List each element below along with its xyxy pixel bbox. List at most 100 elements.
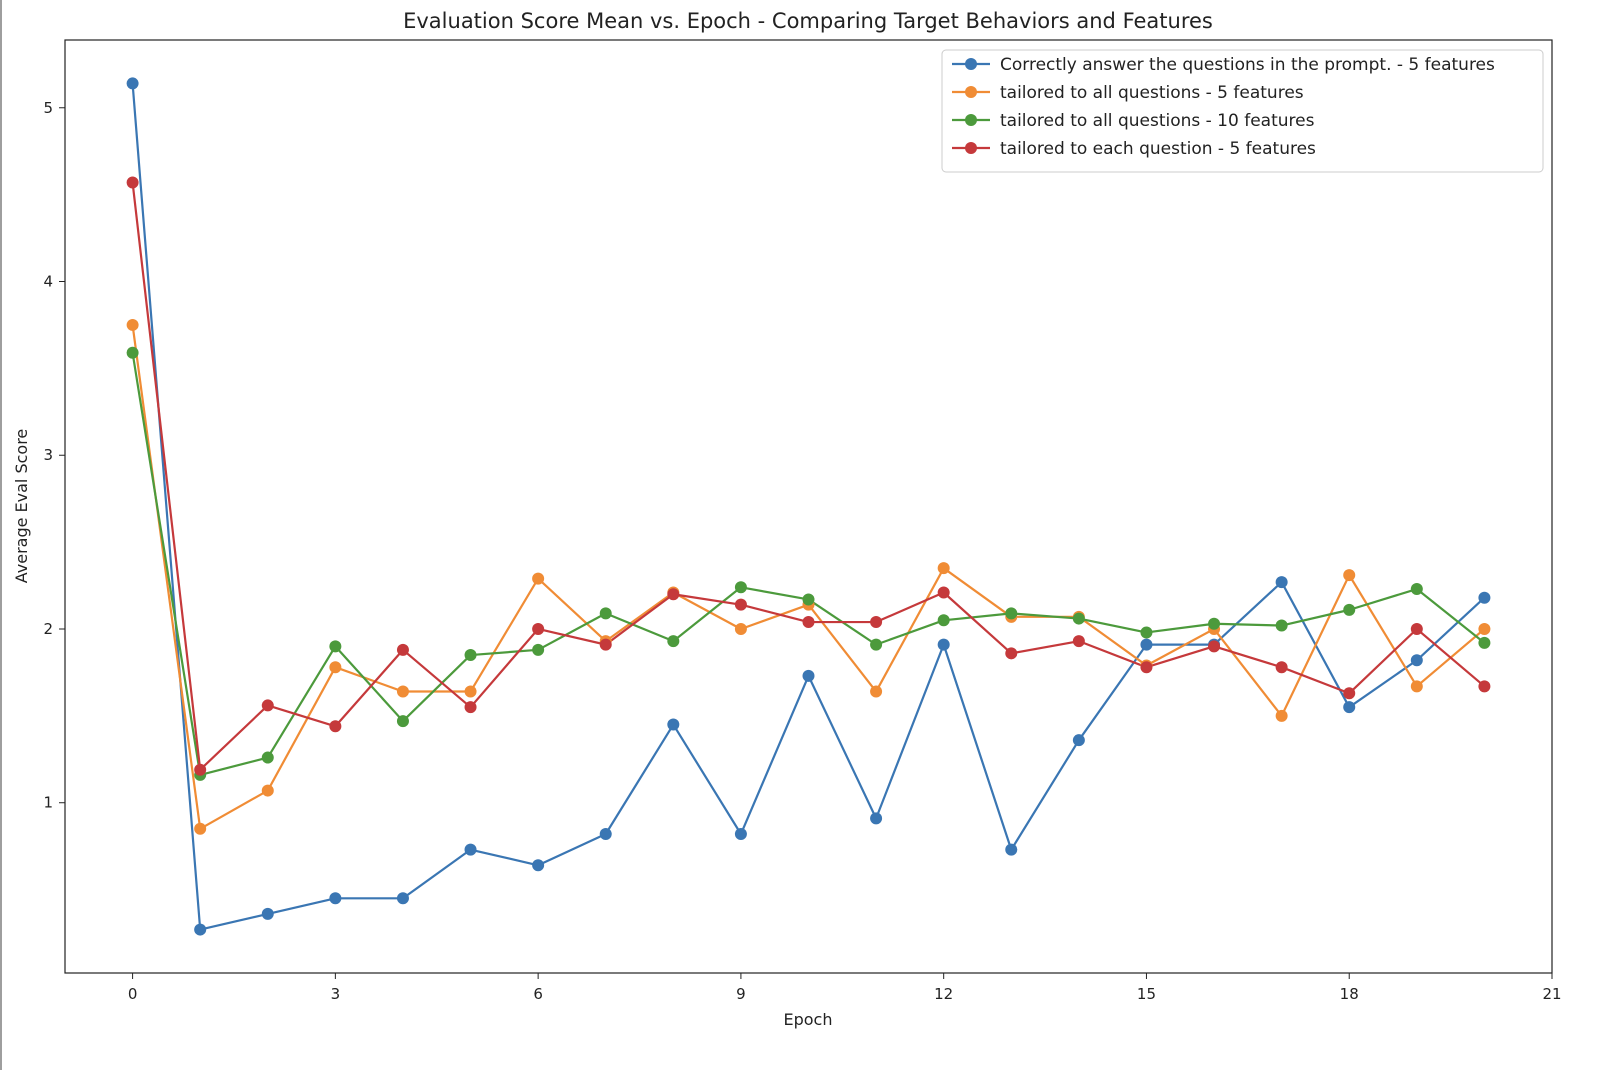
data-point	[599, 607, 612, 620]
data-point	[194, 923, 207, 936]
data-point	[1478, 622, 1491, 635]
data-point	[937, 614, 950, 627]
x-tick-label: 3	[331, 985, 341, 1003]
data-point	[937, 562, 950, 575]
data-point	[1005, 843, 1018, 856]
legend-marker	[965, 86, 977, 98]
legend-box	[941, 49, 1544, 173]
y-tick-label: 5	[43, 99, 53, 117]
data-point	[126, 318, 139, 331]
x-tick-label: 18	[1340, 985, 1359, 1003]
data-point	[870, 638, 883, 651]
data-point	[329, 720, 342, 733]
data-point	[1478, 591, 1491, 604]
legend-marker	[965, 114, 977, 126]
data-point	[937, 586, 950, 599]
x-axis-label: Epoch	[784, 1010, 833, 1029]
data-point	[1208, 617, 1221, 630]
data-point	[126, 176, 139, 189]
data-point	[667, 718, 680, 731]
data-point	[734, 581, 747, 594]
data-point	[870, 616, 883, 629]
data-point	[1275, 661, 1288, 674]
legend-label: tailored to each question - 5 features	[1000, 139, 1316, 159]
data-point	[1140, 661, 1153, 674]
legend-label: tailored to all questions - 5 features	[1000, 83, 1304, 103]
data-point	[734, 828, 747, 841]
data-point	[261, 907, 274, 920]
data-point	[1208, 640, 1221, 653]
y-tick-label: 3	[43, 446, 53, 464]
series-points	[126, 77, 1491, 936]
data-point	[261, 784, 274, 797]
data-point	[396, 892, 409, 905]
legend-marker	[965, 142, 977, 154]
data-point	[1072, 635, 1085, 648]
data-point	[802, 616, 815, 629]
y-axis-label: Average Eval Score	[12, 429, 31, 584]
data-point	[194, 822, 207, 835]
data-point	[532, 643, 545, 656]
data-point	[1140, 626, 1153, 639]
data-point	[1343, 603, 1356, 616]
plot-area	[64, 39, 1553, 974]
x-tick-label: 6	[533, 985, 543, 1003]
data-point	[464, 701, 477, 714]
data-point	[1410, 654, 1423, 667]
data-point	[532, 622, 545, 635]
x-tick-label: 21	[1542, 985, 1561, 1003]
data-point	[870, 812, 883, 825]
data-point	[126, 346, 139, 359]
y-tick-label: 4	[43, 273, 53, 291]
data-point	[802, 593, 815, 606]
data-point	[734, 598, 747, 611]
data-point	[667, 588, 680, 601]
data-point	[464, 649, 477, 662]
data-point	[1410, 583, 1423, 596]
legend-label: tailored to all questions - 10 features	[1000, 111, 1315, 131]
data-point	[329, 640, 342, 653]
data-point	[734, 622, 747, 635]
data-point	[532, 859, 545, 872]
x-tick-label: 9	[736, 985, 746, 1003]
data-point	[667, 635, 680, 648]
data-point	[599, 828, 612, 841]
data-point	[1410, 680, 1423, 693]
data-point	[599, 638, 612, 651]
data-point	[1343, 701, 1356, 714]
data-point	[261, 699, 274, 712]
data-point	[1410, 622, 1423, 635]
x-tick-label: 12	[934, 985, 953, 1003]
data-point	[1275, 619, 1288, 632]
data-point	[1343, 569, 1356, 582]
data-point	[1275, 576, 1288, 589]
data-point	[1072, 612, 1085, 625]
data-point	[870, 685, 883, 698]
legend: Correctly answer the questions in the pr…	[941, 49, 1544, 173]
data-point	[1275, 709, 1288, 722]
data-point	[396, 715, 409, 728]
x-tick-label: 15	[1137, 985, 1156, 1003]
y-tick-label: 2	[43, 620, 53, 638]
data-point	[464, 843, 477, 856]
chart-title: Evaluation Score Mean vs. Epoch - Compar…	[403, 9, 1213, 33]
data-point	[937, 638, 950, 651]
data-point	[1343, 687, 1356, 700]
data-point	[396, 643, 409, 656]
data-point	[261, 751, 274, 764]
data-point	[532, 572, 545, 585]
legend-label: Correctly answer the questions in the pr…	[1000, 55, 1495, 75]
x-tick-label: 0	[128, 985, 138, 1003]
window-edge	[0, 0, 2, 1070]
data-point	[1072, 734, 1085, 747]
data-point	[1140, 638, 1153, 651]
data-point	[329, 661, 342, 674]
data-point	[464, 685, 477, 698]
data-point	[194, 763, 207, 776]
data-point	[1478, 636, 1491, 649]
data-point	[329, 892, 342, 905]
data-point	[126, 77, 139, 90]
data-point	[1478, 680, 1491, 693]
